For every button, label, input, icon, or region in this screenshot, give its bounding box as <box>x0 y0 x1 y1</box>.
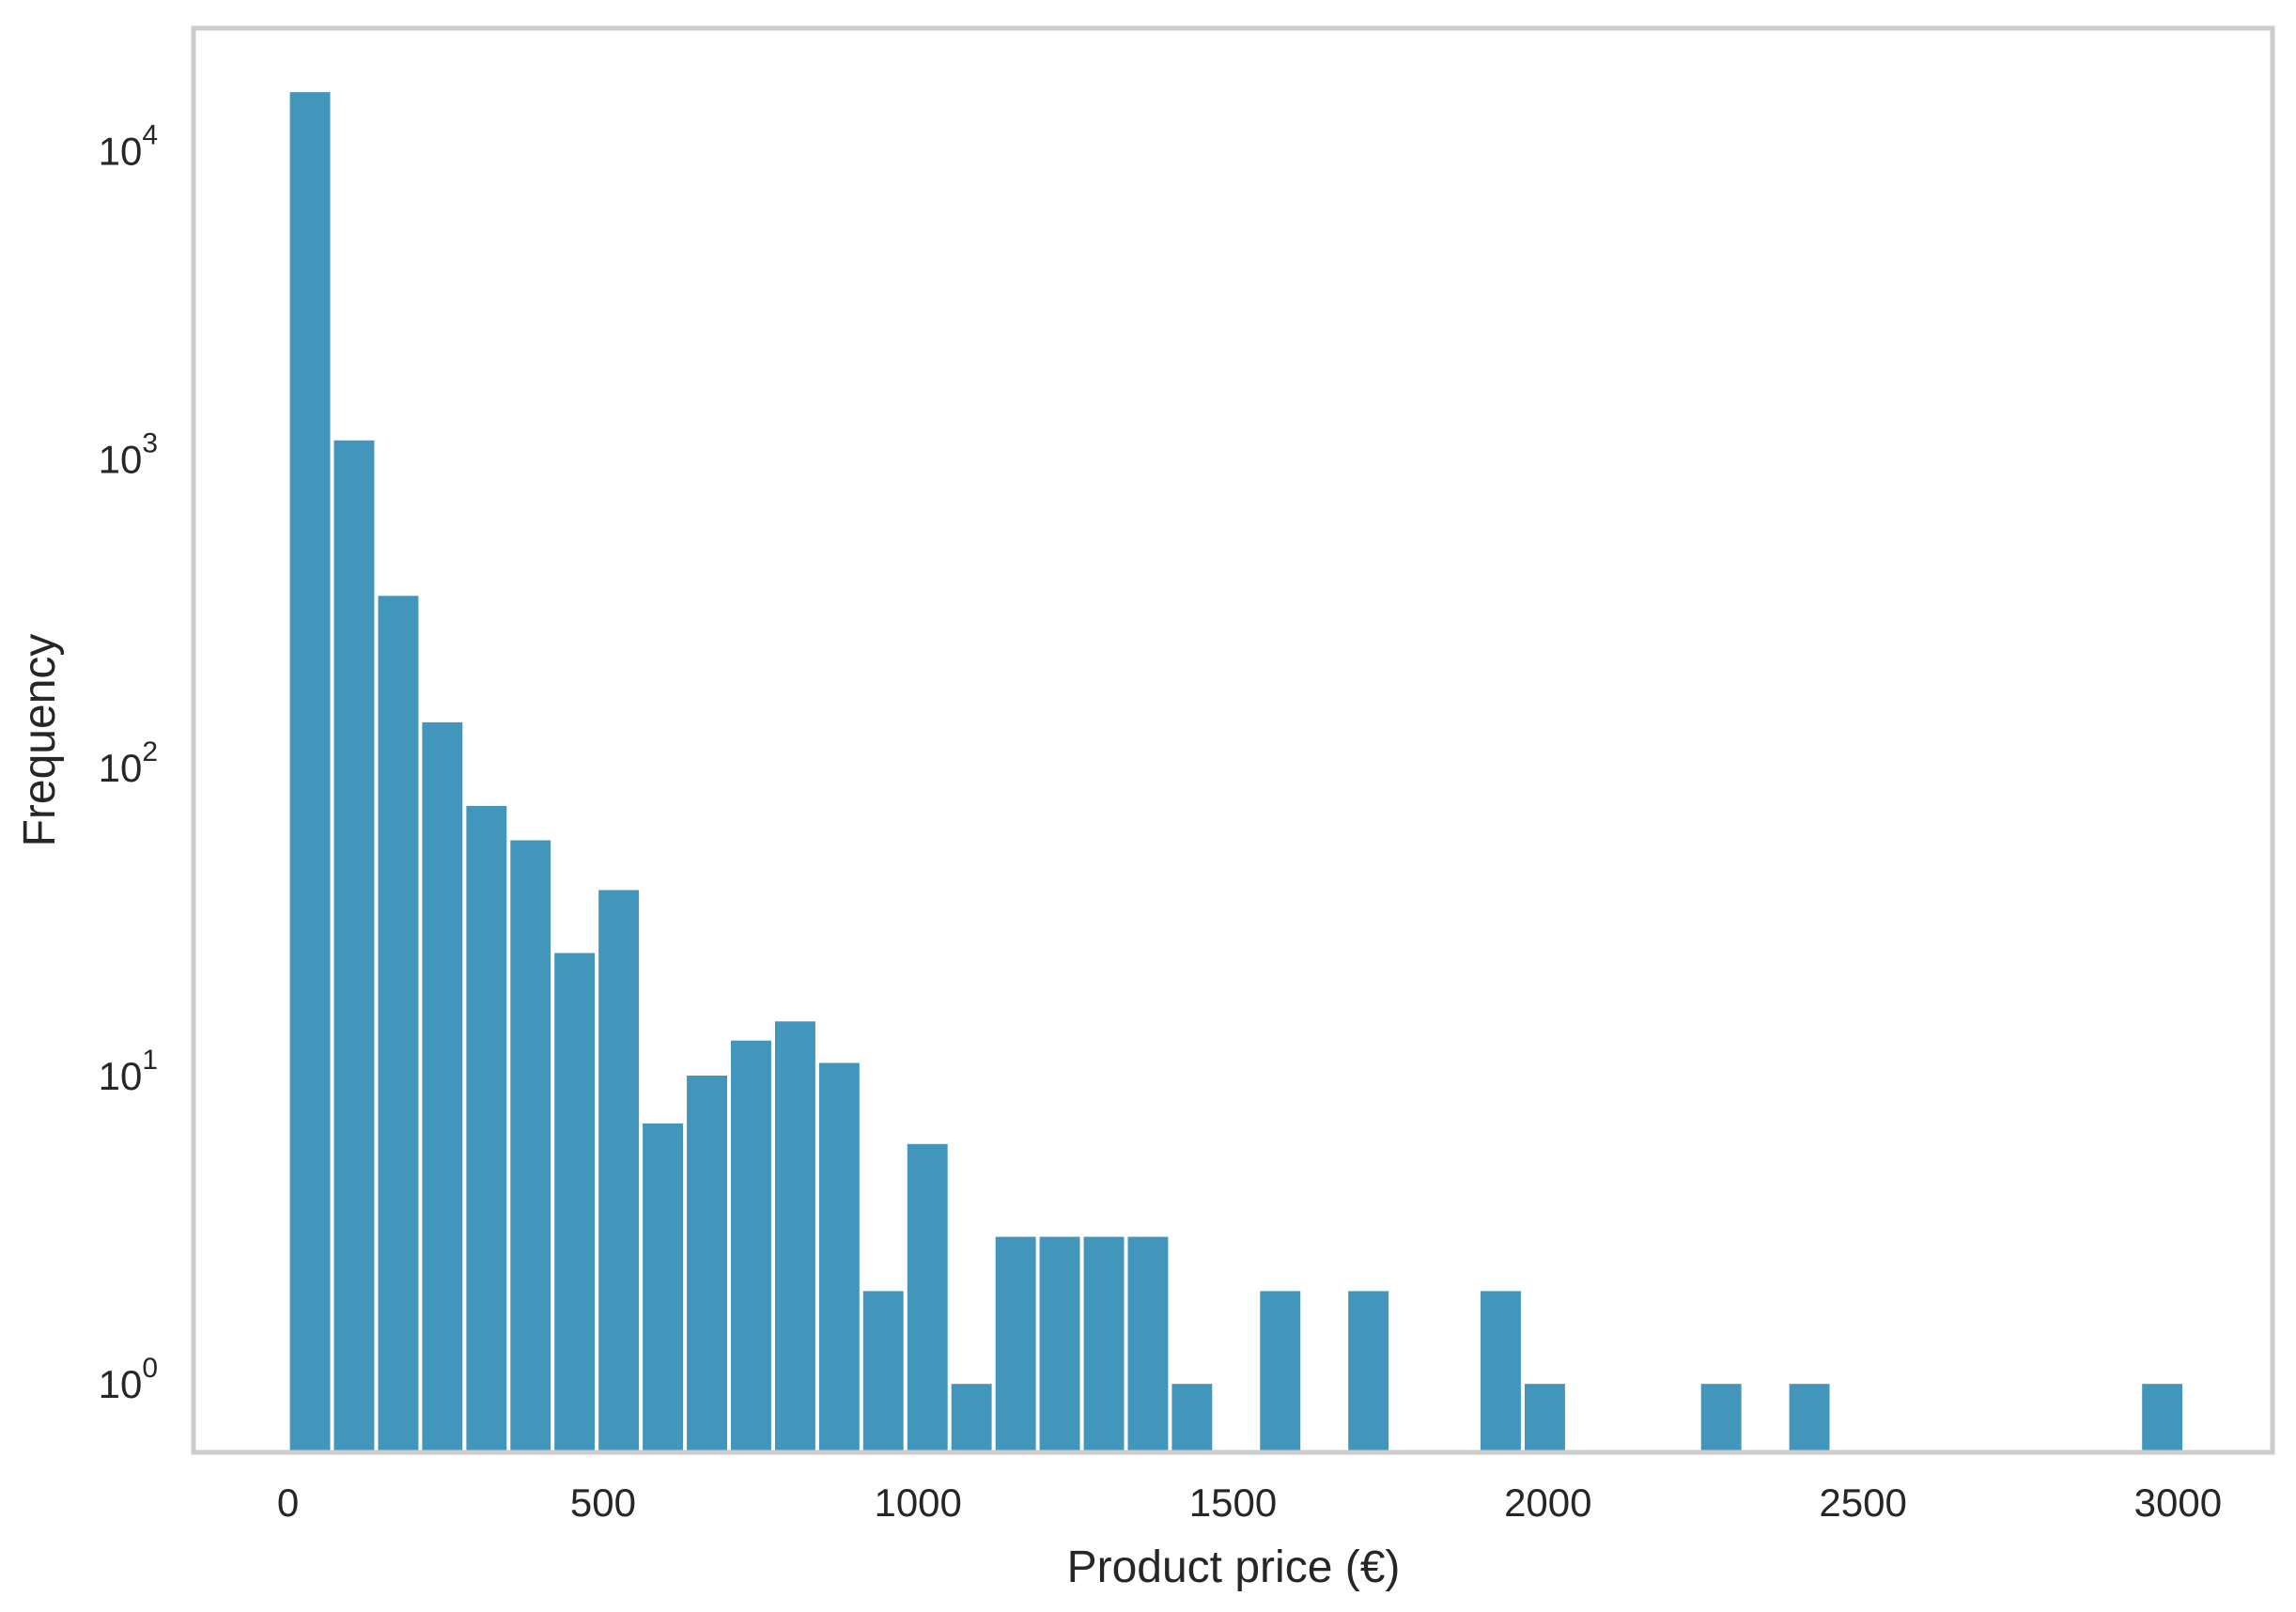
histogram-bar <box>1481 1291 1521 1452</box>
y-tick-label: 104 <box>99 120 158 174</box>
histogram-bar <box>1260 1291 1301 1452</box>
histogram-bar <box>687 1076 727 1452</box>
histogram-bar <box>775 1021 815 1452</box>
histogram-bar <box>334 440 375 1452</box>
histogram-bar <box>951 1384 992 1452</box>
y-tick-label: 101 <box>99 1045 158 1098</box>
histogram-bar <box>995 1236 1036 1452</box>
y-axis-ticks: 100 101 102 103 104 <box>99 120 158 1407</box>
y-axis-label: Frequency <box>15 634 65 847</box>
histogram-bar <box>378 596 419 1452</box>
x-tick-label: 3000 <box>2134 1480 2222 1525</box>
x-tick-label: 500 <box>570 1480 636 1525</box>
histogram-bar <box>1127 1236 1169 1452</box>
histogram-bar <box>2142 1384 2183 1452</box>
x-axis-ticks: 0 500 1000 1500 2000 2500 3000 <box>277 1480 2222 1525</box>
histogram-bar <box>422 721 463 1452</box>
histogram-bar <box>1525 1384 1565 1452</box>
histogram-bar <box>862 1291 904 1452</box>
histogram-bar <box>1083 1236 1125 1452</box>
plot-frame <box>191 25 2275 1455</box>
histogram-bar <box>818 1062 860 1452</box>
histogram-bar <box>907 1143 948 1452</box>
x-tick-label: 0 <box>277 1480 299 1525</box>
histogram-bar <box>1039 1236 1080 1452</box>
histogram-bar <box>466 805 507 1452</box>
x-tick-label: 2500 <box>1819 1480 1906 1525</box>
x-tick-label: 1000 <box>874 1480 961 1525</box>
histogram-bar <box>731 1040 771 1452</box>
histogram-bar <box>1348 1291 1389 1452</box>
histogram-bar <box>598 890 640 1452</box>
histogram-bar <box>1171 1384 1213 1452</box>
y-tick-label: 103 <box>99 428 158 482</box>
histogram-bar <box>1700 1384 1742 1452</box>
x-tick-label: 1500 <box>1189 1480 1277 1525</box>
x-axis-label: Product price (€) <box>1067 1542 1401 1592</box>
histogram-bar <box>554 953 596 1452</box>
x-tick-label: 2000 <box>1504 1480 1591 1525</box>
bars-group <box>289 92 2183 1453</box>
histogram-bar <box>289 92 331 1453</box>
histogram-bar <box>643 1123 683 1452</box>
histogram-bar <box>510 840 551 1452</box>
histogram-bar <box>1789 1384 1830 1452</box>
y-tick-label: 102 <box>99 736 158 790</box>
y-tick-label: 100 <box>99 1353 158 1406</box>
